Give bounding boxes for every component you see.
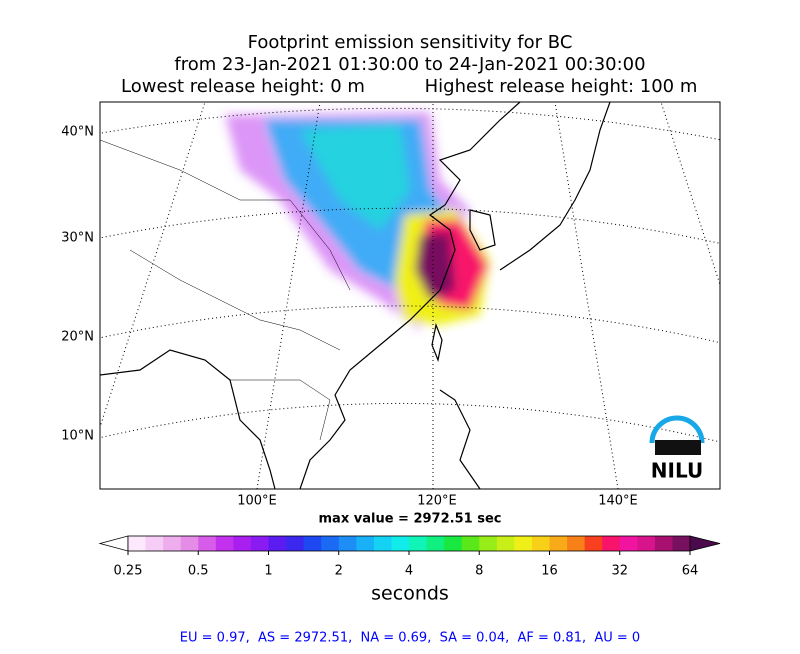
colorbar-over (689, 535, 721, 552)
colorbar-segment (145, 536, 164, 551)
colorbar-tick-label: 8 (475, 564, 483, 579)
release-high: Highest release height: 100 m (425, 76, 698, 97)
colorbar-segment (163, 536, 182, 551)
plume (225, 112, 490, 330)
colorbar-tick-label: 16 (541, 564, 558, 579)
lon-label: 120°E (417, 494, 457, 509)
colorbar-segment (637, 536, 656, 551)
release-low: Lowest release height: 0 m (121, 76, 365, 97)
colorbar-segment (409, 536, 428, 551)
colorbar-segment (180, 536, 199, 551)
logo-text: NILU (651, 459, 703, 483)
colorbar-segment (584, 536, 603, 551)
colorbar-segment (391, 536, 410, 551)
colorbar-tick-label: 32 (611, 564, 628, 579)
colorbar-label: seconds (371, 583, 449, 605)
colorbar-segment (479, 536, 498, 551)
graticule (100, 102, 720, 489)
colorbar-tick-label: 64 (682, 564, 699, 579)
colorbar-segment (356, 536, 375, 551)
colorbar-segment (531, 536, 550, 551)
lat-label: 20°N (61, 330, 94, 345)
colorbar-segment (654, 536, 673, 551)
colorbar-segment (198, 536, 217, 551)
max-value: max value = 2972.51 sec (319, 512, 502, 527)
lon-label: 140°E (598, 494, 638, 509)
colorbar-segment (250, 536, 269, 551)
colorbar-tick-label: 4 (405, 564, 413, 579)
colorbar-segment (514, 536, 533, 551)
colorbar-tick-label: 2 (335, 564, 343, 579)
colorbar-segment (496, 536, 515, 551)
lat-label: 10°N (61, 429, 94, 444)
map: NILU (100, 102, 720, 489)
colorbar-segment (321, 536, 340, 551)
lon-label: 100°E (237, 494, 277, 509)
colorbar-segment (303, 536, 322, 551)
colorbar-segment (286, 536, 305, 551)
colorbar-segment (268, 536, 287, 551)
colorbar-segment (602, 536, 621, 551)
colorbar-segment (672, 536, 691, 551)
colorbar-segment (444, 536, 463, 551)
colorbar-tick-label: 1 (264, 564, 272, 579)
colorbar-segment (128, 536, 147, 551)
lat-label: 40°N (61, 125, 94, 140)
title-line: from 23-Jan-2021 01:30:00 to 24-Jan-2021… (174, 54, 645, 75)
colorbar-segment (233, 536, 252, 551)
title-line: Footprint emission sensitivity for BC (248, 32, 573, 53)
footer: EU = 0.97, AS = 2972.51, NA = 0.69, SA =… (180, 631, 640, 646)
map-frame (99, 101, 721, 490)
colorbar-segment (373, 536, 392, 551)
colorbar-tick-label: 0.5 (188, 564, 209, 579)
colorbar-segment (461, 536, 480, 551)
colorbar-segment (567, 536, 586, 551)
colorbar-segment (549, 536, 568, 551)
colorbar-tick-label: 0.25 (114, 564, 143, 579)
lat-label: 30°N (61, 231, 94, 246)
borders (100, 139, 351, 441)
colorbar-segment (338, 536, 357, 551)
colorbar-segment (215, 536, 234, 551)
logo: NILU (649, 415, 705, 483)
colorbar-under (98, 535, 129, 552)
colorbar-segment (426, 536, 445, 551)
colorbar: 0.25 0.5 1 2 4 8 16 32 64 (98, 535, 721, 579)
colorbar-segment (619, 536, 638, 551)
